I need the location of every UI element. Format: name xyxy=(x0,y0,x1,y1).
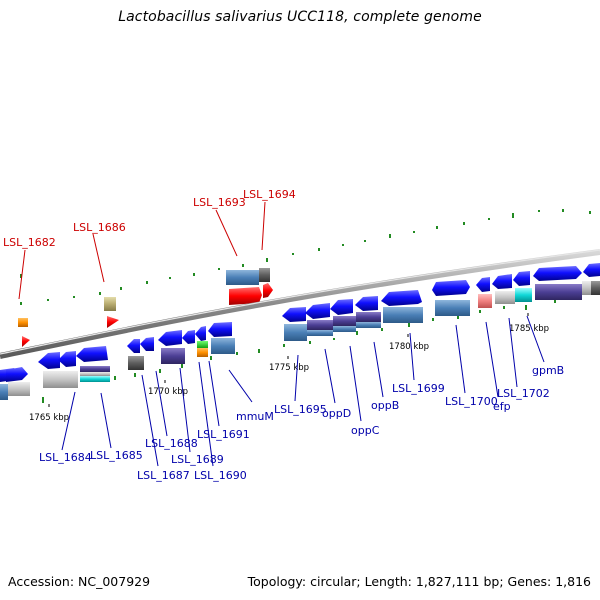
gene-label: LSL_1684 xyxy=(39,451,92,464)
gene-label: LSL_1689 xyxy=(171,453,224,466)
tick-label: 1770 kbp xyxy=(148,387,188,397)
gene-label: LSL_1685 xyxy=(90,449,143,462)
tick-label: 1785 kbp xyxy=(509,324,549,334)
gc-track-upper xyxy=(20,209,591,305)
gc-track-lower xyxy=(42,300,556,403)
rna-leader-lines xyxy=(18,201,266,300)
tick-label: 1765 kbp xyxy=(29,413,69,423)
gene-label: gpmB xyxy=(532,364,564,377)
tick-label: 1775 kbp xyxy=(269,363,309,373)
rna-label: LSL_1686 xyxy=(73,221,126,234)
accession-text: Accession: NC_007929 xyxy=(8,574,151,589)
rna-label: LSL_1694 xyxy=(243,188,296,201)
tick-label: 1780 kbp xyxy=(389,342,429,352)
gene-label: LSL_1688 xyxy=(145,437,198,450)
gene-label: LSL_1699 xyxy=(392,382,445,395)
rna-label: LSL_1682 xyxy=(3,236,56,249)
gene-arrows xyxy=(0,263,600,400)
gene-leader-lines xyxy=(61,315,545,467)
gene-label: LSL_1700 xyxy=(445,395,498,408)
gene-label: oppC xyxy=(351,424,380,437)
gene-label: oppD xyxy=(322,407,351,420)
gene-label: LSL_1702 xyxy=(497,387,550,400)
gene-label: LSL_1690 xyxy=(194,469,247,482)
genome-backbone xyxy=(0,249,600,359)
gene-label: efp xyxy=(493,400,511,413)
rna-label: LSL_1693 xyxy=(193,196,246,209)
gene-label: mmuM xyxy=(236,410,274,423)
genome-stats: Topology: circular; Length: 1,827,111 bp… xyxy=(247,574,591,589)
genome-title: Lactobacillus salivarius UCC118, complet… xyxy=(118,9,482,25)
gene-label: oppB xyxy=(371,399,399,412)
gene-label: LSL_1691 xyxy=(197,428,250,441)
gene-label: LSL_1687 xyxy=(137,469,190,482)
scale-ticks xyxy=(48,313,529,407)
gene-label: LSL_1695 xyxy=(274,403,327,416)
rna-features xyxy=(18,268,273,347)
